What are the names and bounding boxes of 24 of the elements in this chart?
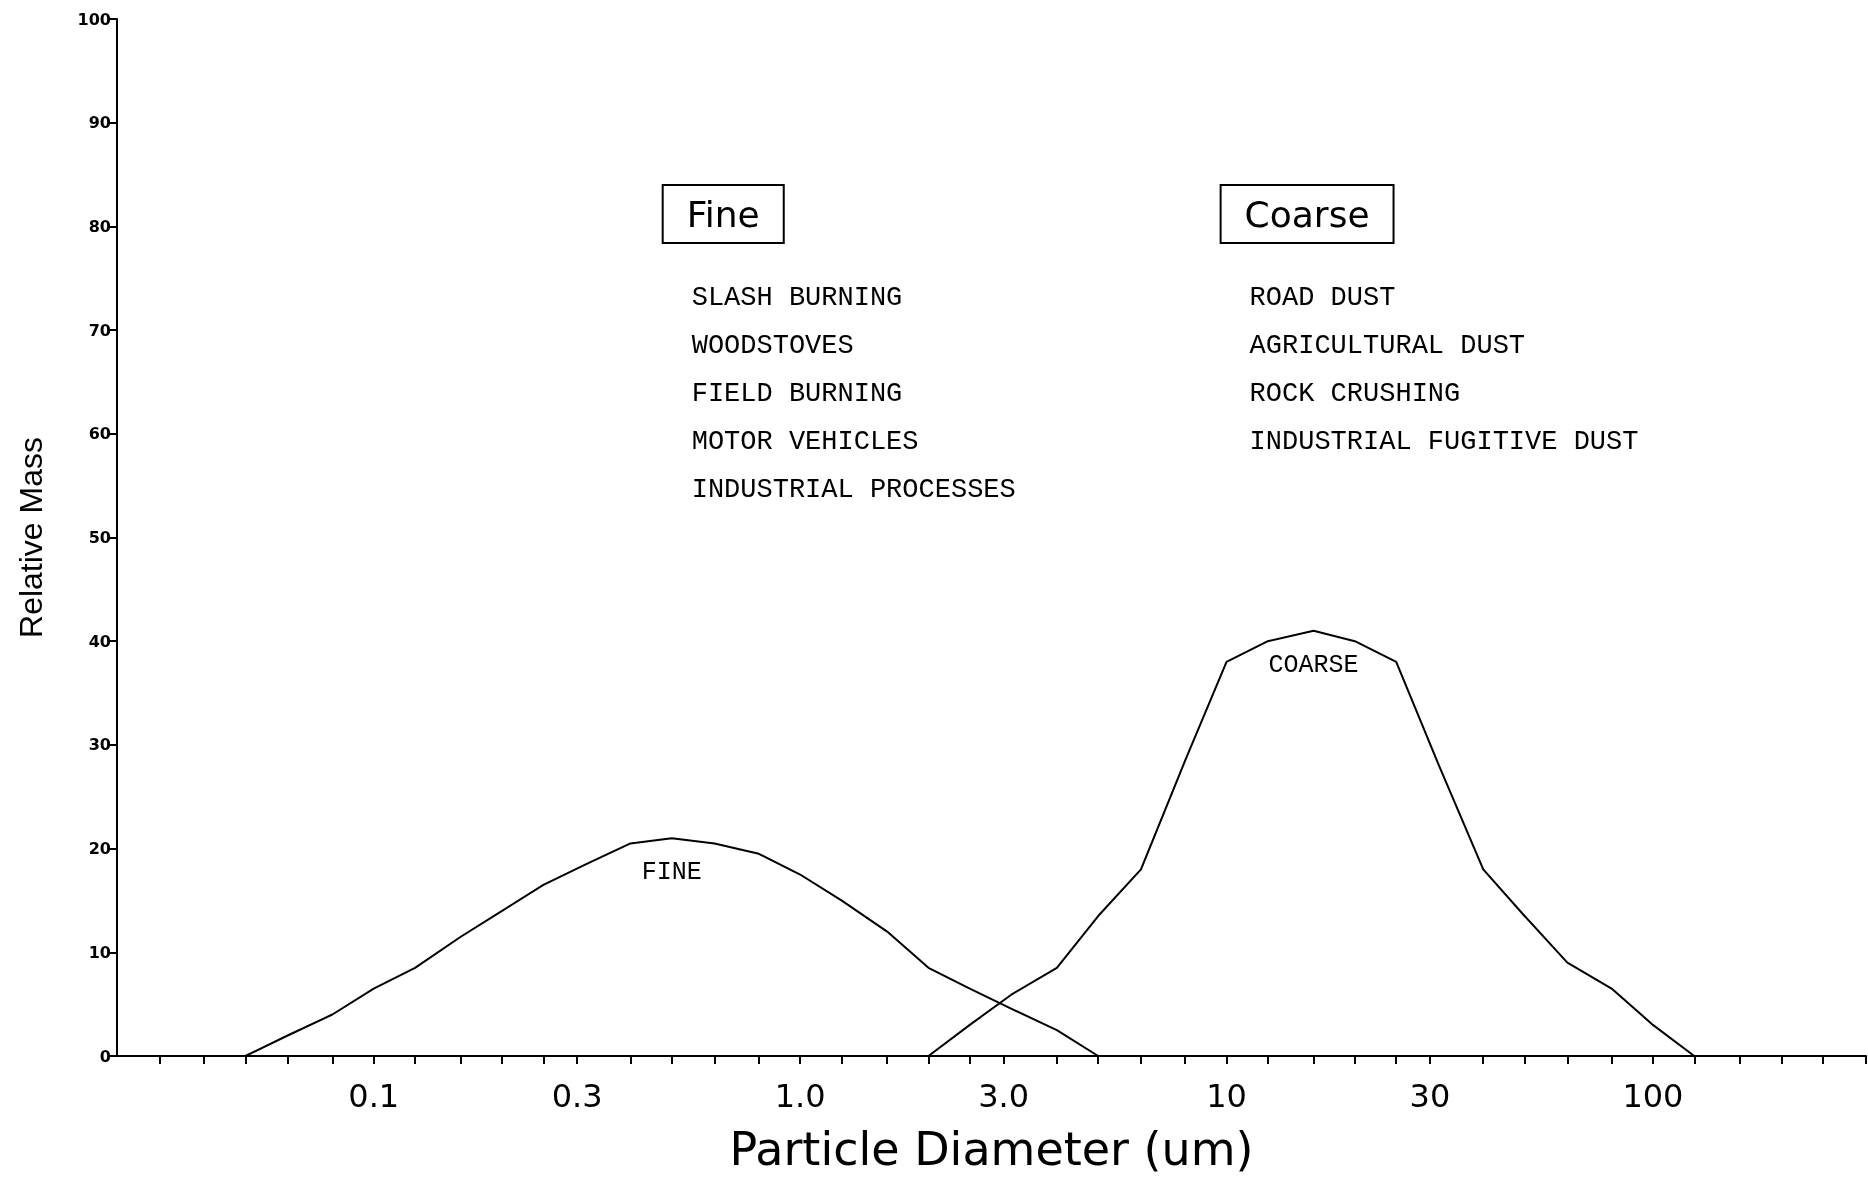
x-tick-label: 1.0	[774, 1077, 826, 1115]
text: Fine SLASH BURNING WOODSTOVES FIELD BURNING MOTOR VEHICLES INDUSTRIAL PROCESSES	[686, 193, 1016, 505]
x-tick-label: 30	[1409, 1077, 1451, 1115]
y-tick-label: 30	[88, 735, 111, 755]
y-tick-label: 70	[88, 320, 111, 340]
y-tick-label: 60	[88, 424, 111, 444]
x-tick-label: 0.1	[348, 1077, 400, 1115]
series-label: FINE	[641, 858, 702, 888]
y-tick-label: 80	[88, 216, 111, 236]
y-tick-label: 0	[99, 1046, 111, 1066]
x-axis-title: Particle Diameter (um)	[729, 1122, 1254, 1176]
y-tick-label: 40	[88, 631, 111, 651]
x-tick-label: 10	[1206, 1077, 1247, 1115]
y-tick-label: 20	[88, 839, 111, 859]
x-tick-label: 0.3	[551, 1077, 603, 1115]
y-axis-title: Relative Mass	[13, 437, 49, 638]
series-label: COARSE	[1268, 650, 1359, 680]
y-tick-label: 100	[77, 9, 111, 29]
x-tick-label: 100	[1622, 1077, 1684, 1115]
y-tick-label: 90	[88, 113, 111, 133]
x-tick-label: 3.0	[978, 1077, 1030, 1115]
y-tick-label: 50	[88, 528, 111, 547]
text: Coarse ROAD DUST AGRICULTURAL DUST ROCK CRUSHING INDUSTRIAL FUGITIVE DUST	[1244, 193, 1639, 457]
y-tick-label: 10	[88, 942, 111, 962]
